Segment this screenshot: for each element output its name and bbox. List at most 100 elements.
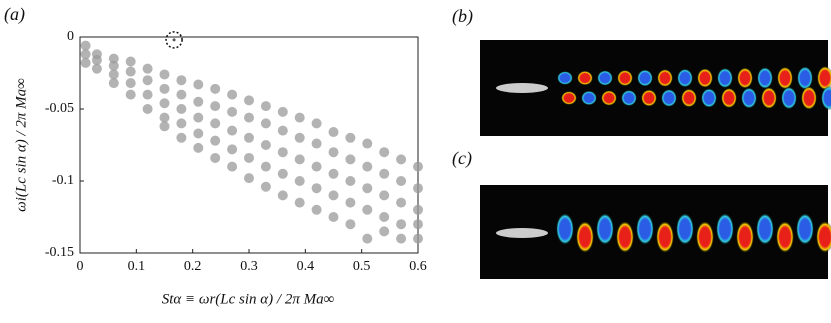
scatter-point <box>176 118 187 129</box>
scatter-point <box>379 168 390 179</box>
scatter-point <box>260 101 271 112</box>
scatter-point <box>108 60 119 71</box>
vortex <box>741 87 757 109</box>
scatter-point <box>277 190 288 201</box>
vortex <box>696 221 714 253</box>
vortex <box>561 91 577 105</box>
scatter-point <box>260 161 271 172</box>
scatter-point <box>362 204 373 215</box>
vortex <box>557 71 573 85</box>
panel-label: (a) <box>4 4 25 25</box>
vortex <box>816 221 831 253</box>
scatter-point <box>413 183 423 194</box>
vortex <box>796 213 814 245</box>
scatter-point <box>260 140 271 150</box>
scatter-point <box>294 176 305 186</box>
vortex <box>676 213 694 245</box>
panel-label: (b) <box>452 6 473 27</box>
scatter-point <box>260 118 271 129</box>
x-tick-label: 0 <box>77 259 84 274</box>
vortex <box>821 85 831 111</box>
scatter-point <box>176 89 187 100</box>
scatter-point <box>80 40 91 51</box>
vortex <box>701 88 717 108</box>
scatter-point <box>345 219 356 230</box>
vortex <box>797 66 813 90</box>
x-axis-label: Stα ≡ ωr(Lc sin α) / 2π Ma∞ <box>162 291 335 307</box>
scatter-point <box>311 183 322 194</box>
scatter-point <box>362 183 373 194</box>
scatter-point <box>227 125 238 136</box>
scatter-point <box>142 63 153 74</box>
scatter-point <box>159 83 170 94</box>
vortex <box>817 65 831 91</box>
vortex <box>636 213 654 245</box>
scatter-point <box>159 112 170 123</box>
y-axis-label: ωi(Lc sin α) / 2π Ma∞ <box>13 78 29 212</box>
scatter-point <box>345 197 356 208</box>
vortex <box>737 67 753 89</box>
x-tick-label: 0.3 <box>240 259 258 274</box>
scatter-point <box>277 147 288 158</box>
scatter-point <box>413 204 423 215</box>
vortex <box>617 69 633 87</box>
y-tick-label: -0.05 <box>45 101 74 116</box>
vortex <box>681 88 697 108</box>
scatter-point <box>294 154 305 165</box>
vortex <box>556 213 574 245</box>
scatter-point <box>227 144 238 155</box>
scatter-point <box>80 57 91 68</box>
vortex <box>576 221 594 253</box>
scatter-point <box>91 63 102 74</box>
vortex <box>736 221 754 253</box>
vortex <box>756 213 774 245</box>
scatter-point <box>227 106 238 117</box>
scatter-point <box>328 212 339 222</box>
scatter-point <box>362 138 373 149</box>
y-tick-label: -0.1 <box>52 173 74 188</box>
scatter-point <box>176 75 187 86</box>
scatter-point <box>227 161 238 172</box>
scatter-point <box>362 233 373 244</box>
vortex <box>656 221 674 253</box>
scatter-point <box>413 233 423 244</box>
scatter-point <box>176 132 187 143</box>
scatter-point <box>294 197 305 208</box>
scatter-point <box>210 135 221 146</box>
scatter-point <box>176 104 187 114</box>
flow-field-c <box>480 185 831 279</box>
vortex <box>801 86 817 110</box>
scatter-point <box>277 106 288 117</box>
scatter-point <box>260 181 271 192</box>
scatter-point <box>159 98 170 109</box>
scatter-point <box>159 69 170 80</box>
scatter-point <box>244 132 254 143</box>
vortex <box>616 221 634 253</box>
scatter-point <box>244 95 254 106</box>
scatter-point <box>142 75 153 86</box>
scatter-point <box>244 112 254 123</box>
scatter-point <box>396 154 407 165</box>
vortex <box>776 221 794 253</box>
x-tick-label: 0.5 <box>353 259 371 274</box>
x-tick-label: 0.4 <box>297 259 315 274</box>
scatter-point <box>108 78 119 89</box>
scatter-point <box>379 212 390 222</box>
vortex <box>757 67 773 89</box>
scatter-point <box>80 49 91 60</box>
scatter-point <box>328 168 339 179</box>
scatter-point <box>413 161 423 172</box>
vortex <box>677 68 693 88</box>
vortex <box>777 66 793 90</box>
scatter-point <box>362 161 373 172</box>
scatter-point <box>294 132 305 143</box>
vortex <box>601 90 617 106</box>
scatter-point <box>328 190 339 201</box>
scatter-point <box>396 233 407 244</box>
scatter-point <box>193 142 204 153</box>
highlight-circle <box>165 31 183 49</box>
scatter-point <box>244 152 254 163</box>
vortex <box>637 69 653 87</box>
scatter-point <box>108 69 119 80</box>
